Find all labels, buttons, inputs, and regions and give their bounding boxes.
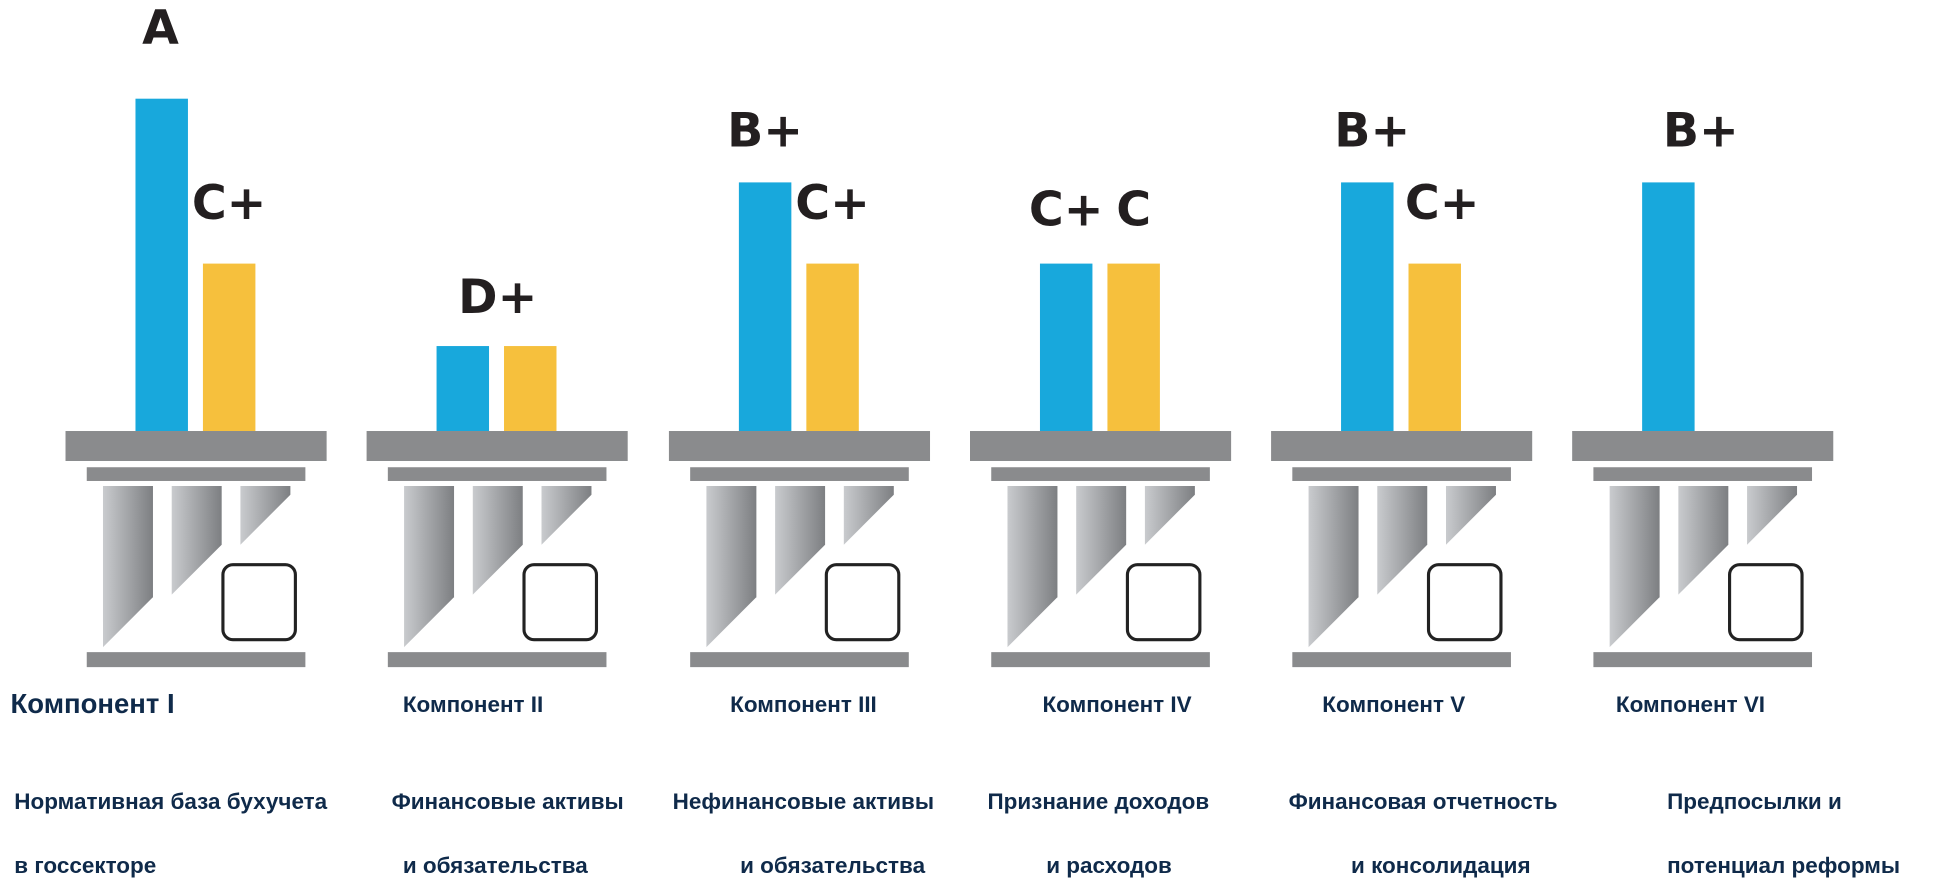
bar xyxy=(135,99,187,431)
column xyxy=(1007,486,1057,647)
column xyxy=(473,486,523,595)
component-name: Компонент VI xyxy=(1616,692,1765,717)
icon xyxy=(1127,565,1199,640)
column xyxy=(404,486,454,647)
grade-label: A xyxy=(142,1,179,56)
bar xyxy=(504,346,556,431)
component-name: Компонент IV xyxy=(1042,692,1191,717)
component-title: в госсекторе xyxy=(14,853,156,878)
grade-label: B+ xyxy=(1663,104,1739,159)
grade-label: C+ xyxy=(1405,176,1480,231)
bar xyxy=(1107,264,1159,431)
component-title: потенциал реформы xyxy=(1667,853,1900,878)
bar xyxy=(1341,182,1393,431)
bar xyxy=(806,264,858,431)
component-title: Нормативная база бухучета xyxy=(14,789,327,814)
bar xyxy=(1642,182,1694,431)
grade-label: C+ xyxy=(1029,182,1104,237)
component-title: Нефинансовые активы xyxy=(673,789,934,814)
pedestal-top xyxy=(1271,431,1532,461)
pedestal-base xyxy=(690,652,909,667)
column xyxy=(844,486,894,545)
component-title: и обязательства xyxy=(403,853,588,878)
grade-label: C xyxy=(1116,182,1151,237)
pedestal-slab xyxy=(991,467,1210,481)
component: B+ Компонент VI Предпосылки и потенциал реф… xyxy=(1572,104,1900,878)
component: C+C Компонент IV Признание доходов и расход… xyxy=(970,182,1231,878)
column xyxy=(1747,486,1797,545)
grade-label: D+ xyxy=(458,270,537,325)
pedestal-slab xyxy=(690,467,909,481)
pedestal-top xyxy=(367,431,628,461)
component: B+ C+ Компонент V Финансовая отчетность и ко… xyxy=(1271,104,1557,878)
infographic: A C+ Компонент I Нормативная база бухучета в… xyxy=(0,0,1960,887)
component: A C+ Компонент I Нормативная база бухучета в… xyxy=(11,1,328,878)
icon xyxy=(1730,565,1802,640)
column xyxy=(775,486,825,595)
pedestal-base xyxy=(1593,652,1812,667)
component-title: и консолидация xyxy=(1351,853,1531,878)
icon xyxy=(223,565,295,640)
column xyxy=(103,486,153,647)
pedestal-base xyxy=(991,652,1210,667)
grade-label: B+ xyxy=(1334,104,1410,159)
component-title: Предпосылки и xyxy=(1667,789,1842,814)
component-title: Финансовая отчетность xyxy=(1289,789,1558,814)
pedestal-slab xyxy=(1292,467,1511,481)
column xyxy=(240,486,290,545)
pedestal-base xyxy=(1292,652,1511,667)
component-title: Финансовые активы xyxy=(392,789,624,814)
component: B+ C+ Компонент III Нефинансовые активы и об… xyxy=(669,104,934,878)
pedestal-base xyxy=(388,652,607,667)
pedestal-slab xyxy=(388,467,607,481)
bar xyxy=(1040,264,1092,431)
pedestal-top xyxy=(1572,431,1833,461)
grade-label: C+ xyxy=(795,176,870,231)
pedestal-top xyxy=(970,431,1231,461)
component-title: Признание доходов xyxy=(987,789,1209,814)
column xyxy=(1309,486,1359,647)
column xyxy=(706,486,756,647)
pedestal-top xyxy=(669,431,930,461)
column xyxy=(1678,486,1728,595)
component: D+ Компонент II Финансовые активы и обязате… xyxy=(367,270,628,878)
component-title: и расходов xyxy=(1046,853,1172,878)
pedestal-top xyxy=(66,431,327,461)
grade-label: C+ xyxy=(192,176,267,231)
component-name: Компонент II xyxy=(403,692,543,717)
pedestal-base xyxy=(87,652,306,667)
pedestal-slab xyxy=(1593,467,1812,481)
column xyxy=(1610,486,1660,647)
column xyxy=(541,486,591,545)
component-name: Компонент V xyxy=(1322,692,1465,717)
column xyxy=(172,486,222,595)
column xyxy=(1145,486,1195,545)
icon xyxy=(524,565,596,640)
component-name: Компонент III xyxy=(730,692,877,717)
grade-label: B+ xyxy=(727,104,803,159)
pedestal-slab xyxy=(87,467,306,481)
icon xyxy=(1428,565,1500,640)
column xyxy=(1377,486,1427,595)
column xyxy=(1446,486,1496,545)
bar xyxy=(739,182,791,431)
bar xyxy=(1409,264,1461,431)
bar xyxy=(203,264,255,431)
component-title: и обязательства xyxy=(740,853,925,878)
icon xyxy=(826,565,898,640)
column xyxy=(1076,486,1126,595)
bar xyxy=(437,346,489,431)
component-name: Компонент I xyxy=(11,688,175,719)
